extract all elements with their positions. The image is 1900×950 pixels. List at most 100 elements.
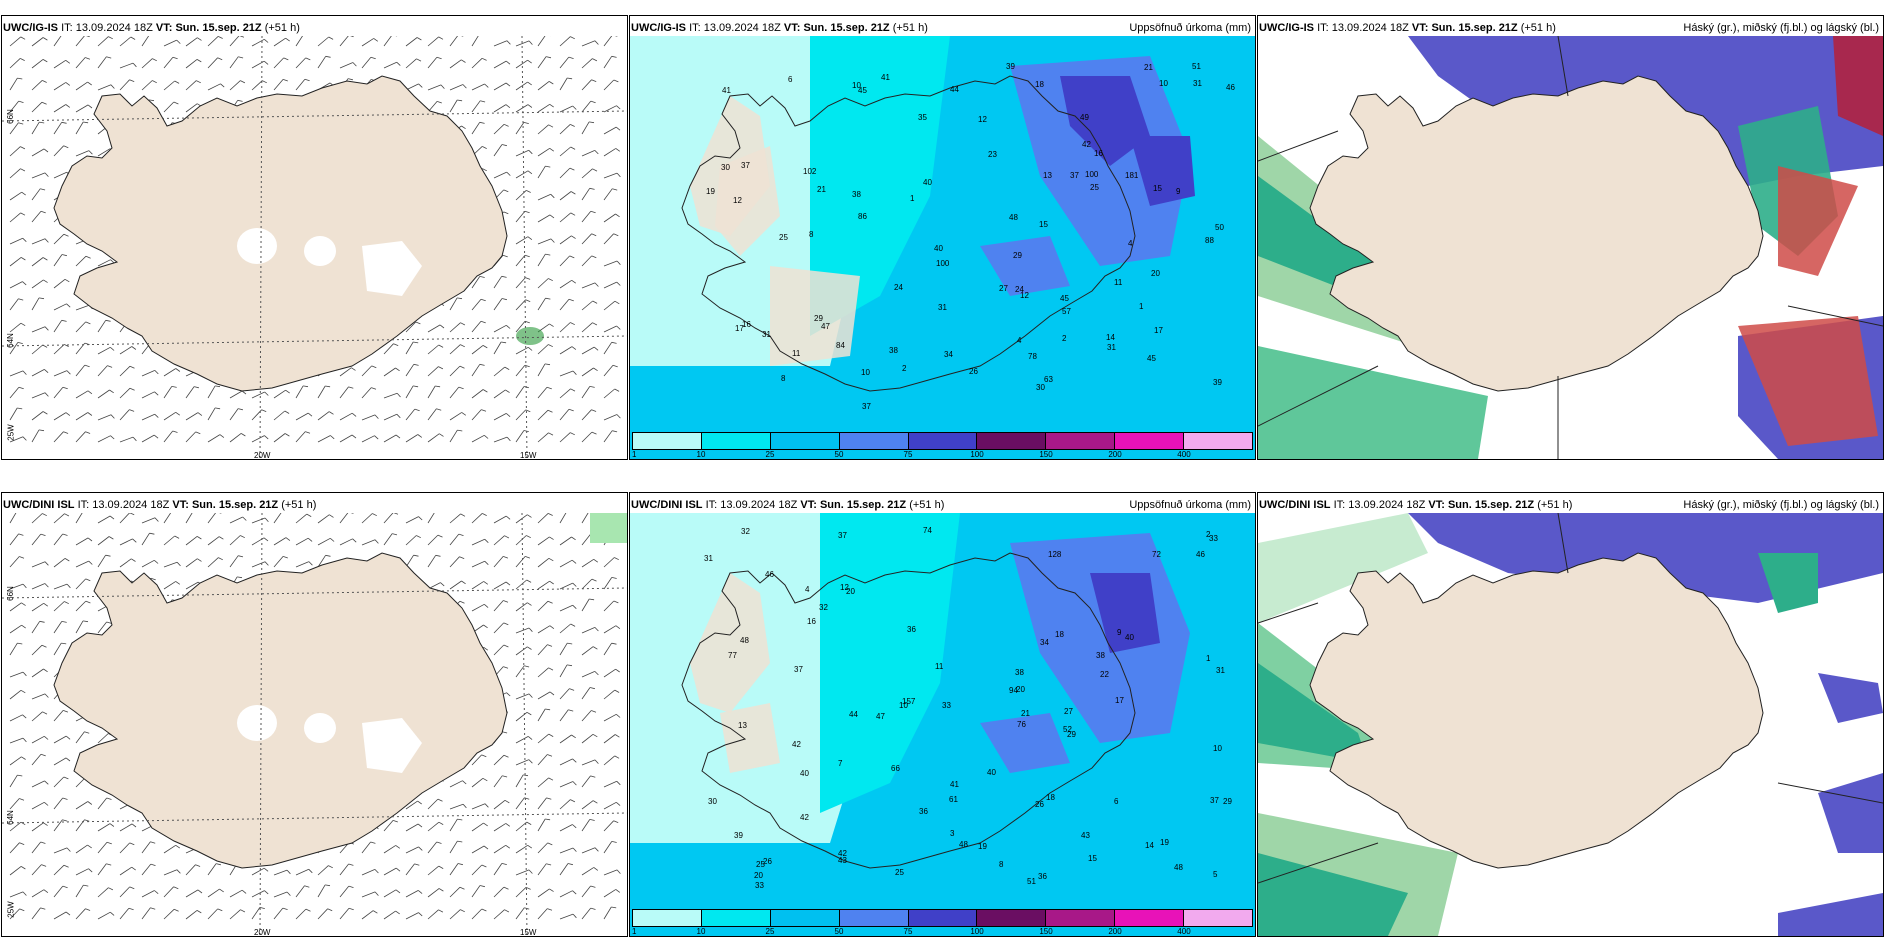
precip-value: 16 (742, 320, 751, 329)
wind-barb (427, 84, 442, 91)
wind-barb-flag (110, 259, 115, 264)
wind-barb (141, 559, 155, 568)
wind-barb (427, 36, 439, 47)
wind-barb-flag (330, 435, 335, 440)
wind-barb (581, 558, 594, 568)
wind-barb (559, 105, 573, 113)
colorbar-cell (839, 910, 909, 926)
wind-barb (53, 735, 67, 744)
wind-barb (53, 370, 68, 377)
wind-barb-flag (616, 105, 621, 110)
wind-barb (9, 756, 22, 766)
wind-barb-flag (483, 845, 489, 850)
wind-barb-flag (568, 709, 574, 712)
wind-barb-flag (61, 121, 67, 124)
wind-barb (185, 889, 199, 898)
wind-barb (559, 255, 570, 267)
wind-barb-flag (590, 100, 596, 104)
wind-barb (537, 754, 548, 766)
wind-barb-flag (84, 819, 90, 822)
wind-barb-flag (328, 865, 333, 869)
wind-barb (251, 561, 266, 568)
wind-barb-flag (197, 37, 202, 41)
wind-barb-flag (461, 412, 467, 416)
precip-value: 47 (876, 712, 885, 721)
wind-barb (361, 387, 372, 399)
wind-barb-flag (108, 536, 114, 540)
wind-barb-flag (219, 888, 224, 893)
wind-barb (559, 279, 572, 289)
wind-barb-flag (82, 620, 89, 623)
wind-barb-flag (525, 299, 531, 302)
wind-barb-flag (150, 841, 156, 844)
wind-barb-flag (61, 621, 67, 623)
wind-barb-flag (65, 911, 71, 916)
wind-barb (9, 436, 24, 443)
colorbar-cell (977, 433, 1047, 449)
precip-map: 63 45 47 102 181 78 88 86 100 84 31 30 40 24 25 21 12 10 1… (630, 36, 1255, 459)
lat-label-64n: 64N (5, 810, 15, 825)
wind-barb-flag (616, 281, 621, 286)
precip-value: 42 (800, 813, 809, 822)
wind-barb-flag (547, 908, 553, 911)
wind-barb (493, 863, 503, 876)
wind-barb (493, 171, 507, 179)
wind-barb (141, 391, 155, 399)
wind-barb (559, 582, 573, 590)
wind-barb (361, 539, 376, 546)
wind-barb (537, 238, 552, 245)
wind-barb-flag (416, 37, 422, 41)
wind-barb (207, 83, 221, 91)
wind-barb (515, 236, 529, 245)
wind-barb-flag (38, 429, 45, 432)
precip-value: 2 (1062, 334, 1067, 343)
wind-barb (339, 513, 349, 524)
wind-barb-flag (590, 210, 596, 214)
wind-barb (405, 800, 418, 810)
wind-barb (581, 233, 592, 245)
wind-barb-flag (83, 121, 89, 124)
wind-barb (75, 731, 85, 744)
wind-barb-flag (264, 435, 269, 440)
wind-barb-flag (484, 83, 489, 88)
wind-barb-flag (503, 211, 509, 215)
wind-barb-flag (283, 57, 289, 61)
wind-barb-flag (22, 583, 27, 589)
precip-value: 16 (1094, 149, 1103, 158)
wind-barb (581, 346, 595, 355)
wind-barb-flag (284, 410, 290, 414)
colorbar-label: 1 (632, 450, 637, 459)
wind-barb (449, 365, 461, 377)
wind-barb-flag (44, 801, 49, 806)
wind-barb (405, 408, 416, 421)
wind-barb-flag (308, 869, 313, 874)
wind-barb-flag (42, 513, 47, 517)
wind-barb (75, 321, 86, 333)
precip-value: 18 (1035, 80, 1044, 89)
wind-barb (9, 624, 22, 634)
wind-barb-flag (371, 365, 377, 369)
wind-barb (141, 434, 155, 443)
wind-barb-flag (22, 281, 27, 286)
wind-barb-flag (106, 863, 112, 866)
colorbar: 1 10 25 50 75 100 150 200 400 (630, 432, 1255, 459)
panel-header: UWC/IG-IS IT: 13.09.2024 18Z VT: Sun. 15… (631, 22, 1251, 34)
wind-barb (361, 365, 372, 377)
precip-value: 42 (838, 849, 847, 858)
wind-barb (603, 600, 615, 612)
wind-barb-flag (282, 556, 288, 559)
wind-barb (97, 148, 111, 157)
wind-barb-flag (501, 298, 507, 301)
wind-barb (339, 412, 353, 421)
wind-barb-flag (348, 863, 354, 866)
wind-barb (9, 642, 18, 656)
precip-value: 94 (1009, 686, 1018, 695)
wind-barb (493, 581, 507, 590)
wind-barb (9, 737, 24, 744)
wind-barb-flag (131, 346, 137, 350)
wind-barb (603, 841, 613, 854)
wind-barb (273, 556, 284, 568)
wind-barb-flag (62, 386, 68, 390)
wind-barb-flag (589, 687, 595, 690)
wind-barb-flag (593, 367, 598, 372)
